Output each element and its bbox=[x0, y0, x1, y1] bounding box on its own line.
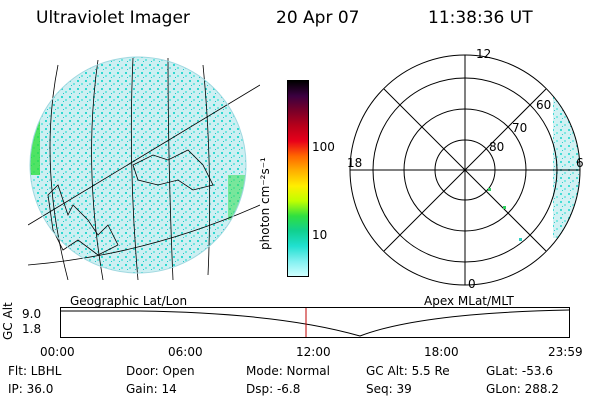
mlat-70-label: 70 bbox=[512, 121, 528, 135]
gc-alt-info: GC Alt: 5.5 Re bbox=[366, 364, 450, 378]
tick-1800: 18:00 bbox=[424, 345, 459, 359]
coastline bbox=[47, 184, 119, 256]
tick-0600: 06:00 bbox=[168, 345, 203, 359]
time-label: 11:38:36 UT bbox=[428, 8, 533, 28]
gc-alt-top-value: 9.0 bbox=[22, 307, 42, 321]
door-info: Door: Open bbox=[126, 364, 195, 378]
apex-title: Apex MLat/MLT bbox=[424, 294, 514, 308]
seq-info: Seq: 39 bbox=[366, 382, 412, 396]
colorbar bbox=[287, 80, 309, 277]
colorbar-tick-100: 100 bbox=[312, 140, 335, 154]
mlt-18-label: 18 bbox=[347, 156, 363, 170]
colorbar-unit-label: photon cm⁻²s⁻¹ bbox=[258, 157, 272, 250]
glon-info: GLon: 288.2 bbox=[486, 382, 559, 396]
coastline-north bbox=[132, 149, 214, 191]
tick-0000: 00:00 bbox=[40, 345, 75, 359]
lat-lon-grid bbox=[28, 57, 260, 280]
date-label: 20 Apr 07 bbox=[276, 8, 360, 28]
mlt-6-label: 6 bbox=[576, 156, 584, 170]
altitude-curve bbox=[60, 309, 570, 337]
dsp-info: Dsp: -6.8 bbox=[246, 382, 301, 396]
tick-1200: 12:00 bbox=[296, 345, 331, 359]
mode-info: Mode: Normal bbox=[246, 364, 330, 378]
geographic-image bbox=[28, 56, 260, 280]
mlt-0-label: 0 bbox=[468, 277, 476, 291]
instrument-title: Ultraviolet Imager bbox=[36, 8, 190, 28]
colorbar-tick-10: 10 bbox=[312, 228, 328, 242]
geographic-title: Geographic Lat/Lon bbox=[70, 294, 188, 308]
gc-alt-bottom-value: 1.8 bbox=[22, 322, 42, 336]
polar-plot bbox=[349, 54, 581, 286]
altitude-timeline bbox=[60, 307, 570, 338]
gc-alt-axis-label: GC Alt bbox=[1, 302, 15, 340]
glat-info: GLat: -53.6 bbox=[486, 364, 553, 378]
ip-info: IP: 36.0 bbox=[8, 382, 54, 396]
mlat-80-label: 80 bbox=[489, 140, 505, 154]
tick-2359: 23:59 bbox=[548, 345, 583, 359]
mlt-12-label: 12 bbox=[476, 47, 492, 61]
gain-info: Gain: 14 bbox=[126, 382, 177, 396]
filter-info: Flt: LBHL bbox=[8, 364, 62, 378]
colorbar-gradient bbox=[288, 81, 308, 276]
mlat-60-label: 60 bbox=[536, 98, 552, 112]
aurora-emission bbox=[30, 57, 246, 273]
